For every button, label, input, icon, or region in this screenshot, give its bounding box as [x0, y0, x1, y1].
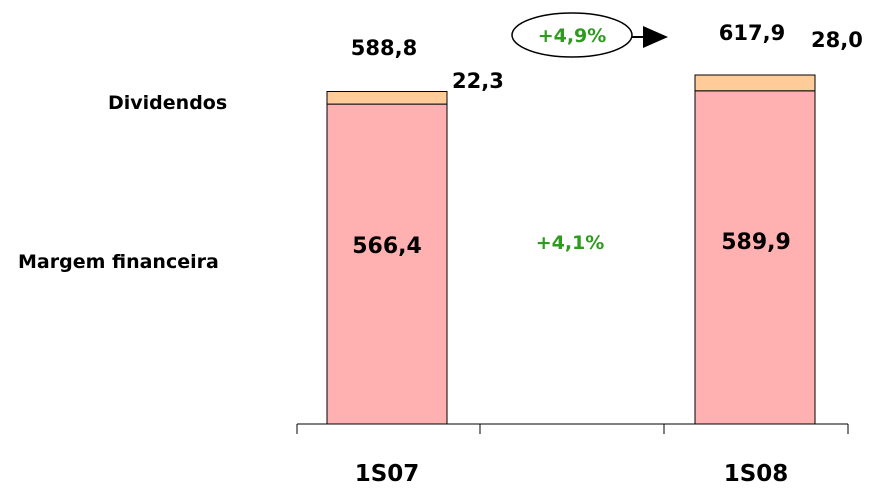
growth-arrow-icon [643, 26, 668, 48]
data-label-margem-1S08: 589,9 [721, 230, 791, 255]
growth-label-total: +4,9% [538, 25, 607, 47]
legend-dividendos: Dividendos [108, 92, 227, 114]
bar-dividendos-1S07 [326, 90, 448, 105]
bar-dividendos-1S08 [694, 74, 816, 92]
data-label-margem-1S07: 566,4 [352, 234, 422, 259]
legend-margem-financeira: Margem financeira [18, 251, 219, 273]
growth-ellipse [511, 12, 633, 58]
bar-margem-1S08 [694, 90, 816, 425]
data-label-dividendos-1S08: 28,0 [811, 28, 863, 52]
data-label-dividendos-1S07: 22,3 [452, 69, 504, 93]
category-label-1S07: 1S07 [355, 461, 420, 487]
total-label-1S08: 617,9 [719, 21, 785, 45]
total-label-1S07: 588,8 [351, 36, 417, 60]
category-label-1S08: 1S08 [724, 461, 789, 487]
bar-margem-1S07 [326, 103, 448, 425]
growth-label-margem: +4,1% [536, 232, 605, 254]
